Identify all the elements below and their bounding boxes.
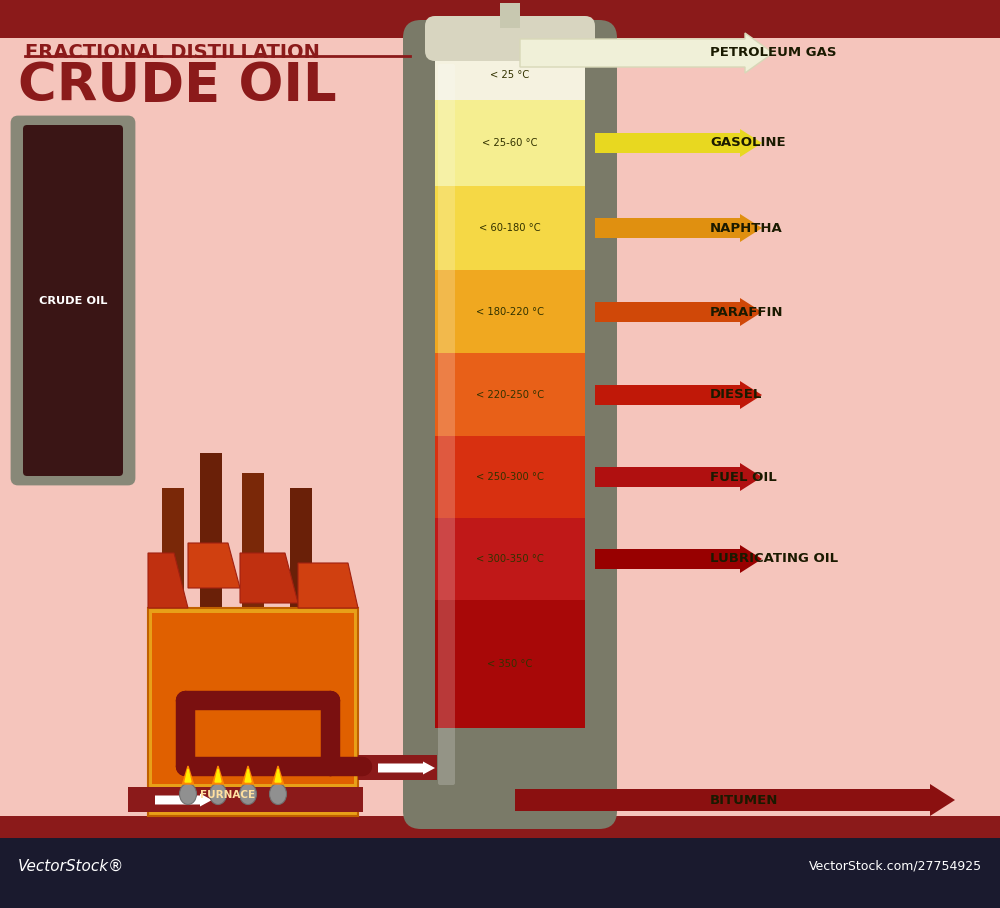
Polygon shape <box>242 766 254 784</box>
FancyBboxPatch shape <box>425 16 595 61</box>
Text: PARAFFIN: PARAFFIN <box>710 305 784 319</box>
Bar <box>500 3 520 28</box>
FancyArrow shape <box>515 784 955 816</box>
Text: BITUMEN: BITUMEN <box>710 794 778 806</box>
Text: < 350 °C: < 350 °C <box>487 659 533 669</box>
Text: < 25 °C: < 25 °C <box>490 70 530 80</box>
Bar <box>435 100 585 186</box>
FancyBboxPatch shape <box>438 64 455 785</box>
Bar <box>290 488 312 608</box>
Bar <box>152 613 354 784</box>
Text: < 220-250 °C: < 220-250 °C <box>476 390 544 400</box>
FancyArrow shape <box>520 33 773 73</box>
Bar <box>0 816 1000 838</box>
Polygon shape <box>182 766 193 784</box>
Bar <box>200 453 222 608</box>
Polygon shape <box>245 769 251 782</box>
Text: DIESEL: DIESEL <box>710 389 762 401</box>
Bar <box>162 488 184 608</box>
Bar <box>0 838 1000 908</box>
Polygon shape <box>188 543 240 588</box>
Bar <box>435 353 585 436</box>
Text: FURNACE: FURNACE <box>200 790 256 800</box>
Text: FUEL OIL: FUEL OIL <box>710 470 777 483</box>
FancyArrow shape <box>378 762 435 775</box>
Polygon shape <box>148 553 188 608</box>
Bar <box>435 436 585 518</box>
Bar <box>435 600 585 728</box>
Ellipse shape <box>180 784 196 804</box>
FancyArrow shape <box>595 545 762 573</box>
Ellipse shape <box>240 784 256 804</box>
Ellipse shape <box>270 784 287 804</box>
Bar <box>358 755 437 780</box>
Text: CRUDE OIL: CRUDE OIL <box>39 295 107 305</box>
Bar <box>435 186 585 270</box>
Text: PETROLEUM GAS: PETROLEUM GAS <box>710 46 836 60</box>
Text: < 25-60 °C: < 25-60 °C <box>482 138 538 148</box>
Ellipse shape <box>210 784 227 804</box>
Text: < 180-220 °C: < 180-220 °C <box>476 307 544 317</box>
FancyArrow shape <box>595 381 762 409</box>
Bar <box>435 50 585 100</box>
FancyArrow shape <box>595 463 762 491</box>
FancyArrow shape <box>155 794 212 806</box>
FancyBboxPatch shape <box>403 20 617 829</box>
Text: VectorStock.com/27754925: VectorStock.com/27754925 <box>809 860 982 873</box>
Text: FRACTIONAL DISTILLATION: FRACTIONAL DISTILLATION <box>25 43 320 62</box>
Text: GASOLINE: GASOLINE <box>710 136 786 150</box>
Bar <box>242 473 264 608</box>
FancyBboxPatch shape <box>23 125 123 476</box>
Text: NAPHTHA: NAPHTHA <box>710 222 783 234</box>
Bar <box>435 518 585 600</box>
Text: < 60-180 °C: < 60-180 °C <box>479 223 541 233</box>
Bar <box>148 608 358 816</box>
Text: LUBRICATING OIL: LUBRICATING OIL <box>710 552 838 566</box>
Polygon shape <box>298 563 358 608</box>
FancyArrow shape <box>595 129 762 157</box>
FancyArrow shape <box>595 214 762 242</box>
Bar <box>128 787 363 812</box>
Bar <box>435 270 585 353</box>
Polygon shape <box>185 769 191 782</box>
Bar <box>0 0 1000 38</box>
FancyBboxPatch shape <box>425 779 595 821</box>
Text: < 300-350 °C: < 300-350 °C <box>476 554 544 564</box>
Polygon shape <box>212 766 224 784</box>
Bar <box>128 787 153 812</box>
Text: < 250-300 °C: < 250-300 °C <box>476 472 544 482</box>
FancyBboxPatch shape <box>12 117 134 484</box>
Text: CRUDE OIL: CRUDE OIL <box>18 60 337 112</box>
Polygon shape <box>275 769 281 782</box>
Text: VectorStock®: VectorStock® <box>18 858 124 873</box>
Polygon shape <box>240 553 298 603</box>
Polygon shape <box>272 766 284 784</box>
FancyArrow shape <box>595 298 762 326</box>
Polygon shape <box>215 769 221 782</box>
